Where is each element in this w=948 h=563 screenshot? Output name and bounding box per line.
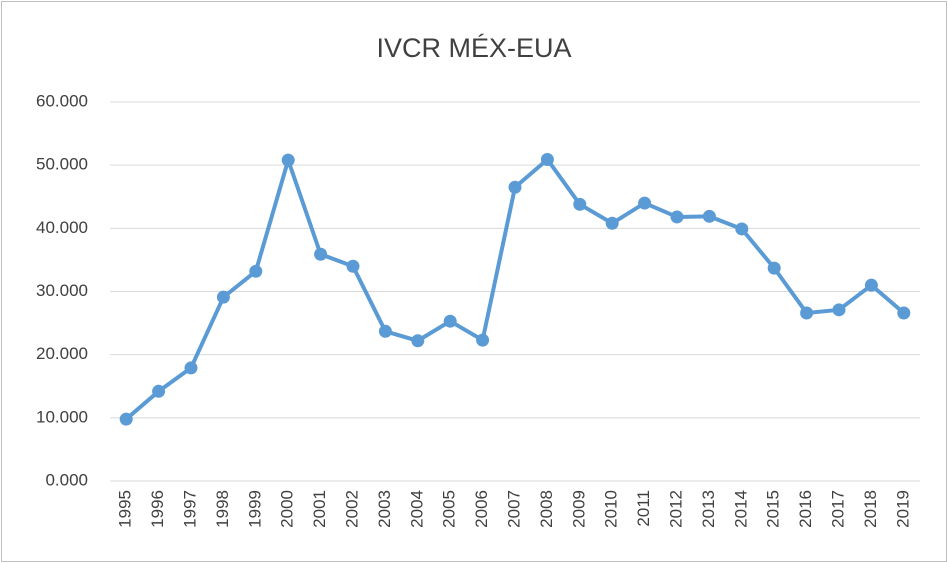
data-point <box>605 216 619 230</box>
x-tick-label: 2006 <box>472 490 491 528</box>
data-point <box>638 196 652 210</box>
data-point <box>184 361 198 375</box>
x-tick-label: 1997 <box>180 490 199 528</box>
x-tick-label: 2007 <box>504 490 523 528</box>
x-tick-label: 2016 <box>796 490 815 528</box>
data-point <box>281 153 295 167</box>
y-tick-label: 40.000 <box>36 218 88 237</box>
y-tick-label: 60.000 <box>36 91 88 110</box>
x-tick-label: 2010 <box>602 490 621 528</box>
x-tick-label: 2009 <box>569 490 588 528</box>
data-point <box>864 278 878 292</box>
x-tick-label: 1998 <box>213 490 232 528</box>
data-point <box>573 197 587 211</box>
x-tick-label: 2013 <box>699 490 718 528</box>
data-point <box>832 303 846 317</box>
data-point <box>670 210 684 224</box>
data-point <box>800 306 814 320</box>
x-tick-label: 2015 <box>764 490 783 528</box>
x-tick-label: 2002 <box>342 490 361 528</box>
x-tick-label: 2005 <box>440 490 459 528</box>
x-tick-label: 2003 <box>375 490 394 528</box>
data-point <box>249 264 263 278</box>
x-tick-label: 2017 <box>828 490 847 528</box>
data-point <box>152 384 166 398</box>
data-point <box>346 259 360 273</box>
x-tick-label: 2008 <box>537 490 556 528</box>
x-tick-label: 2019 <box>893 490 912 528</box>
data-point <box>378 324 392 338</box>
y-tick-label: 0.000 <box>45 470 88 489</box>
x-tick-label: 2014 <box>731 490 750 528</box>
data-point <box>314 247 328 261</box>
data-point <box>476 333 490 347</box>
data-point <box>897 306 911 320</box>
x-tick-label: 2001 <box>310 490 329 528</box>
data-point <box>540 152 554 166</box>
x-tick-label: 1999 <box>245 490 264 528</box>
data-point <box>216 290 230 304</box>
data-point <box>767 261 781 275</box>
x-tick-label: 2000 <box>278 490 297 528</box>
data-point <box>443 314 457 328</box>
x-tick-label: 2011 <box>634 490 653 527</box>
x-tick-label: 2004 <box>407 490 426 528</box>
chart-title: IVCR MÉX-EUA <box>376 33 571 63</box>
y-tick-label: 20.000 <box>36 344 88 363</box>
y-tick-label: 30.000 <box>36 281 88 300</box>
x-tick-label: 2018 <box>861 490 880 528</box>
data-point <box>702 209 716 223</box>
data-point <box>119 412 133 426</box>
x-tick-label: 1996 <box>148 490 167 528</box>
y-tick-label: 10.000 <box>36 407 88 426</box>
x-tick-label: 2012 <box>666 490 685 528</box>
data-point <box>735 222 749 236</box>
data-point <box>508 180 522 194</box>
data-point <box>411 334 425 348</box>
y-tick-label: 50.000 <box>36 155 88 174</box>
x-tick-label: 1995 <box>116 490 135 528</box>
